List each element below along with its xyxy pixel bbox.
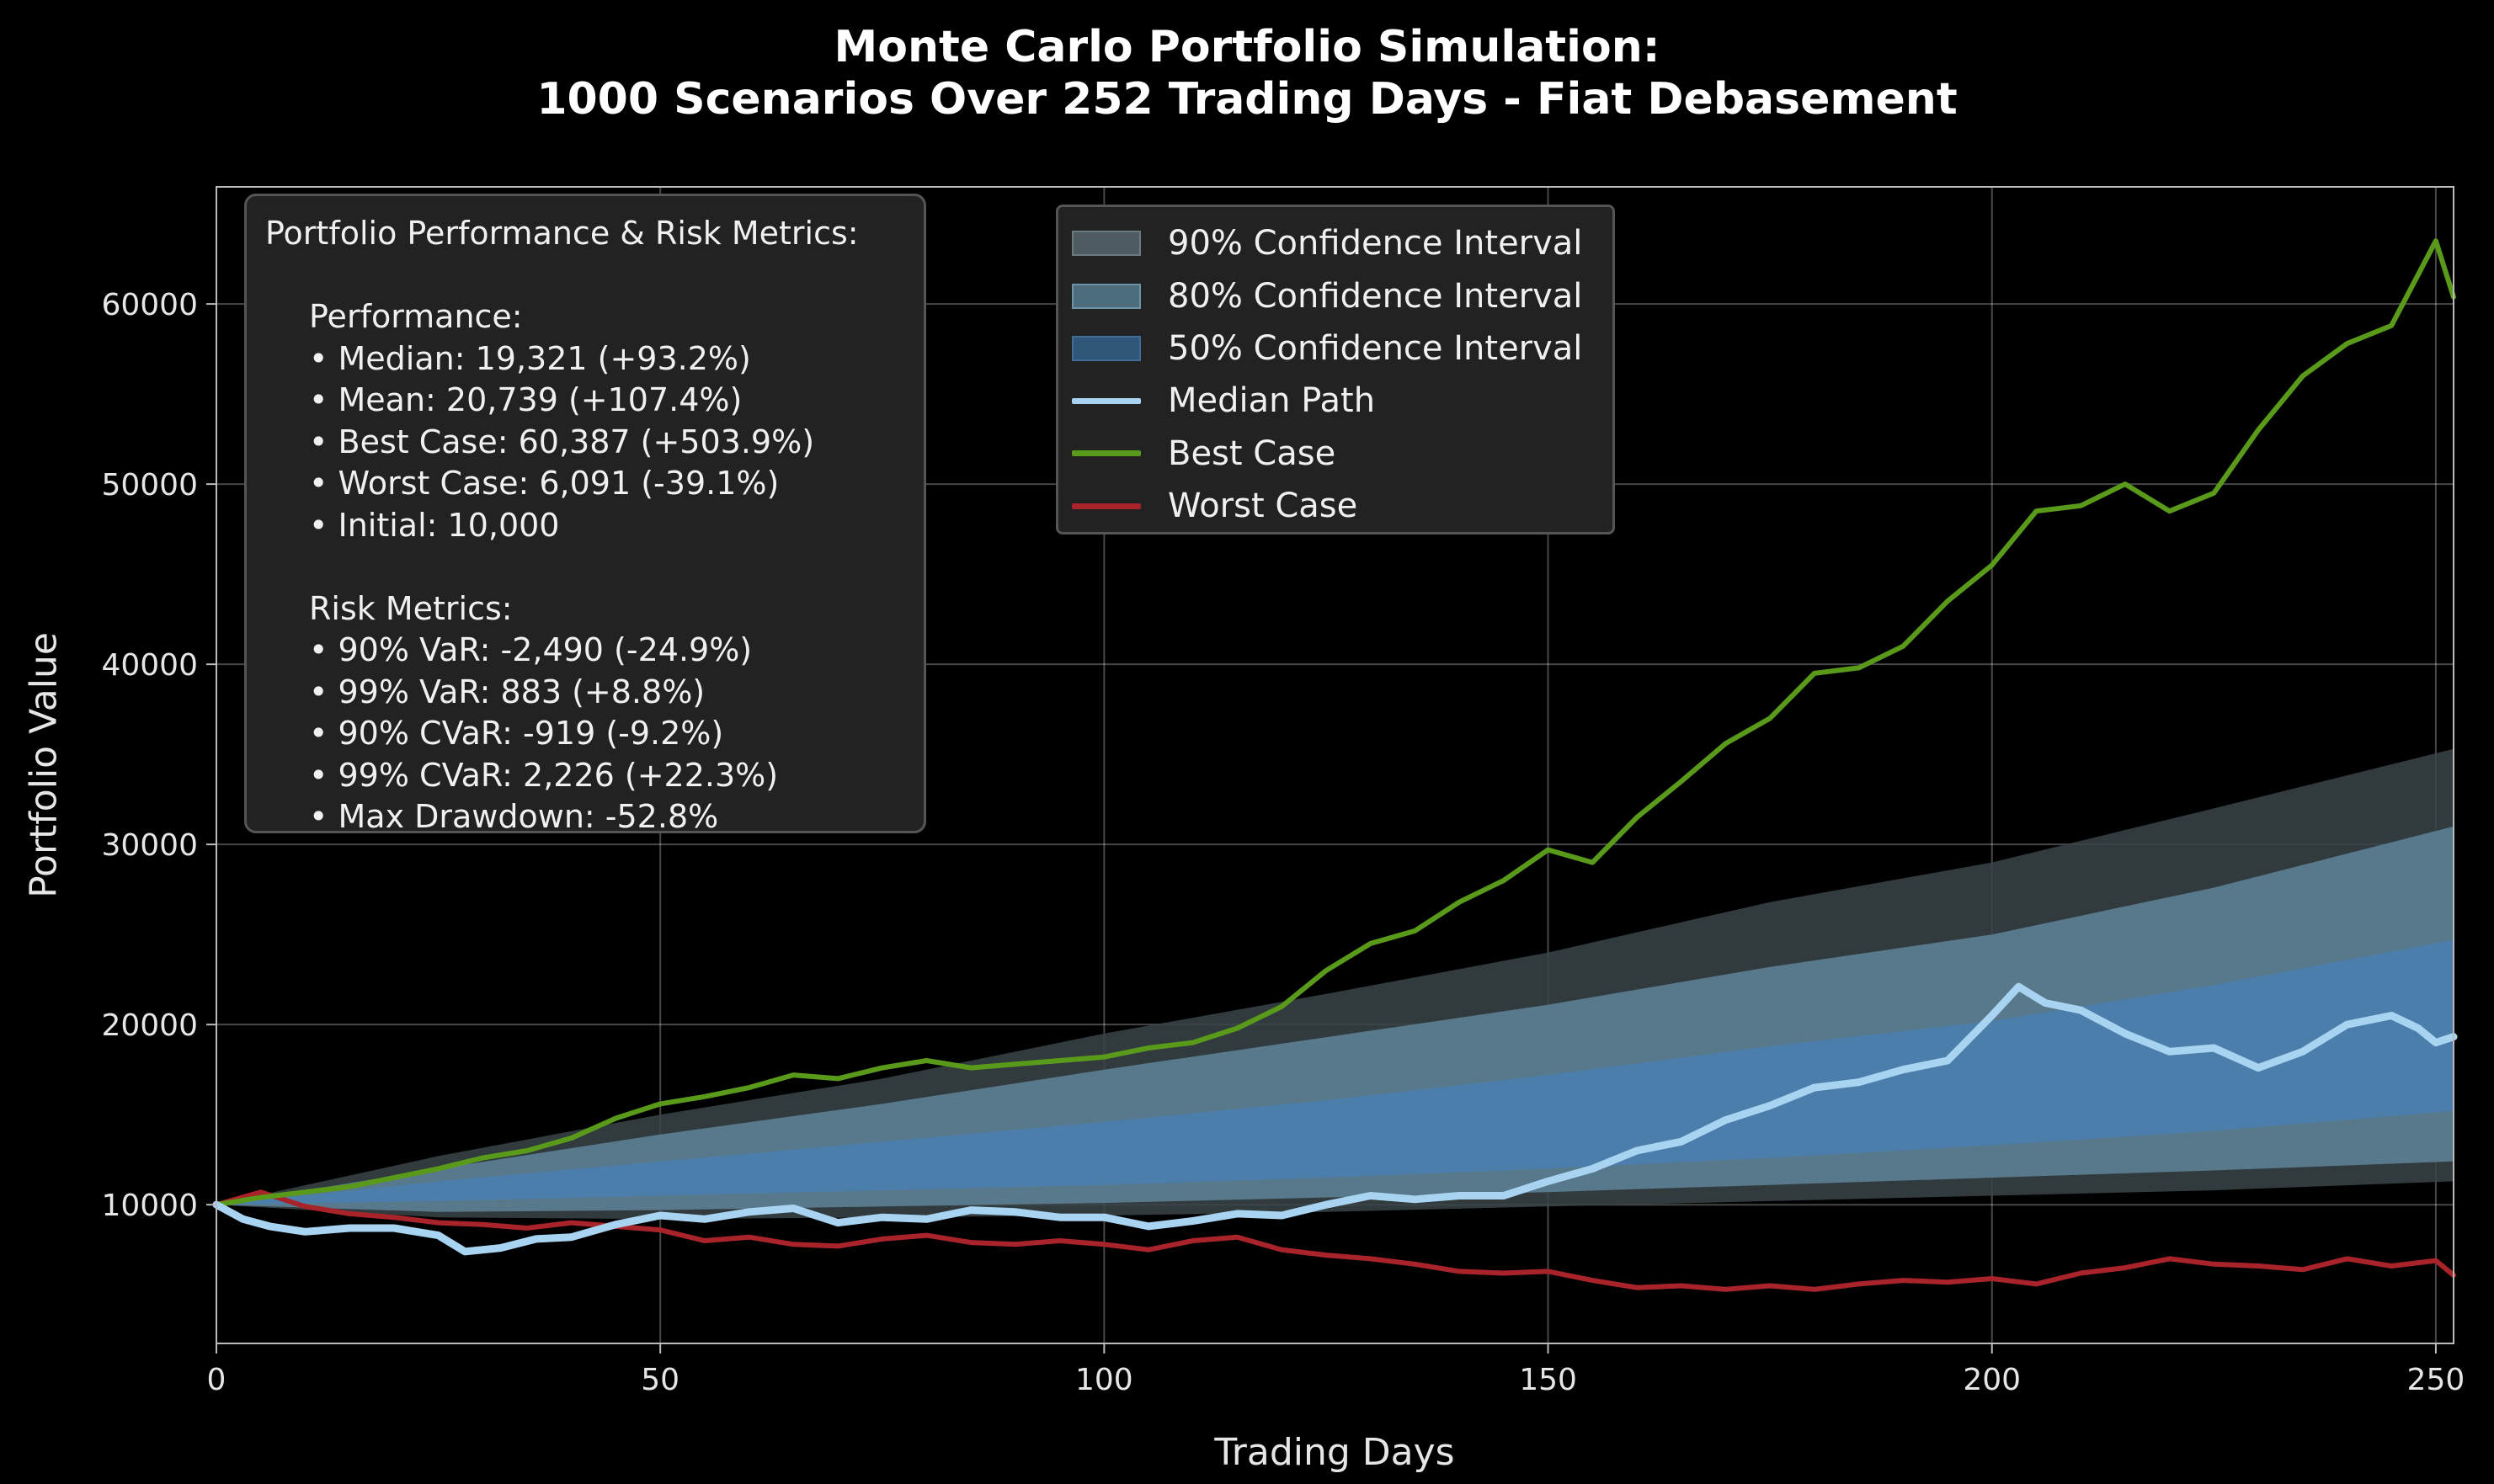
chart-title-line-1: Monte Carlo Portfolio Simulation:	[834, 22, 1660, 72]
legend-swatch-90ci	[1072, 231, 1141, 257]
metric-worst-case: • Worst Case: 6,091 (-39.1%)	[309, 465, 780, 502]
plot-frame	[216, 186, 2454, 1344]
x-tick-label: 100	[1075, 1363, 1133, 1397]
x-tick-label: 250	[2407, 1363, 2465, 1397]
x-tick-label: 50	[641, 1363, 679, 1397]
legend-item-worst: Worst Case	[1072, 480, 1599, 532]
best-case-line	[214, 238, 2456, 1208]
legend-item-50ci: 50% Confidence Interval	[1072, 322, 1599, 375]
legend-label-best: Best Case	[1168, 433, 1336, 473]
metric-mean: • Mean: 20,739 (+107.4%)	[309, 381, 743, 418]
y-axis-label: Portfolio Value	[22, 632, 66, 898]
performance-title: Performance:	[309, 298, 523, 335]
metric-cvar-99: • 99% CVaR: 2,226 (+22.3%)	[309, 756, 779, 794]
metric-cvar-90: • 90% CVaR: -919 (-9.2%)	[309, 715, 724, 752]
y-tick-label: 20000	[101, 1008, 198, 1043]
legend-line-worst	[1072, 503, 1141, 509]
legend-label-worst: Worst Case	[1168, 487, 1358, 526]
metric-initial: • Initial: 10,000	[309, 506, 560, 544]
legend-item-best: Best Case	[1072, 428, 1599, 480]
chart-title-line-2: 1000 Scenarios Over 252 Trading Days - F…	[536, 74, 1958, 125]
legend-line-best	[1072, 450, 1141, 457]
x-axis-label: Trading Days	[1214, 1431, 1455, 1474]
risk-title: Risk Metrics:	[309, 589, 513, 627]
legend-label-median: Median Path	[1168, 381, 1376, 421]
y-tick-label: 60000	[101, 288, 198, 322]
tick-layer: 0 50 100 150 200 250 10000 20000 30000 40000 50000…	[101, 288, 2465, 1397]
band-layer	[216, 748, 2454, 1220]
x-tick-label: 0	[207, 1363, 226, 1397]
legend-item-90ci: 90% Confidence Interval	[1072, 217, 1599, 269]
y-tick-label: 30000	[101, 828, 198, 863]
legend-label-90ci: 90% Confidence Interval	[1168, 224, 1583, 263]
median-path-line	[212, 982, 2458, 1256]
metric-max-drawdown: • Max Drawdown: -52.8%	[309, 798, 719, 835]
worst-case-line	[214, 1189, 2456, 1292]
y-tick-label: 40000	[101, 648, 198, 683]
x-tick-label: 150	[1519, 1363, 1577, 1397]
x-tick-label: 200	[1963, 1363, 2021, 1397]
metric-var-99: • 99% VaR: 883 (+8.8%)	[309, 673, 706, 710]
metric-median: • Median: 19,321 (+93.2%)	[309, 339, 751, 377]
legend-swatch-50ci	[1072, 335, 1141, 361]
legend-label-80ci: 80% Confidence Interval	[1168, 276, 1583, 316]
band-50ci	[216, 939, 2454, 1205]
metrics-panel: Portfolio Performance & Risk Metrics: Pe…	[244, 194, 926, 835]
y-tick-label: 50000	[101, 468, 198, 503]
metric-var-90: • 90% VaR: -2,490 (-24.9%)	[309, 631, 753, 668]
legend-swatch-80ci	[1072, 283, 1141, 309]
legend-item-median: Median Path	[1072, 375, 1599, 427]
legend-item-80ci: 80% Confidence Interval	[1072, 269, 1599, 322]
metric-best-case: • Best Case: 60,387 (+503.9%)	[309, 423, 815, 460]
legend-line-median	[1072, 397, 1141, 404]
metrics-heading: Portfolio Performance & Risk Metrics:	[265, 215, 859, 252]
y-tick-label: 10000	[101, 1189, 198, 1223]
legend: 90% Confidence Interval 80% Confidence I…	[1056, 205, 1615, 535]
legend-label-50ci: 50% Confidence Interval	[1168, 328, 1583, 368]
line-layer	[212, 238, 2458, 1292]
